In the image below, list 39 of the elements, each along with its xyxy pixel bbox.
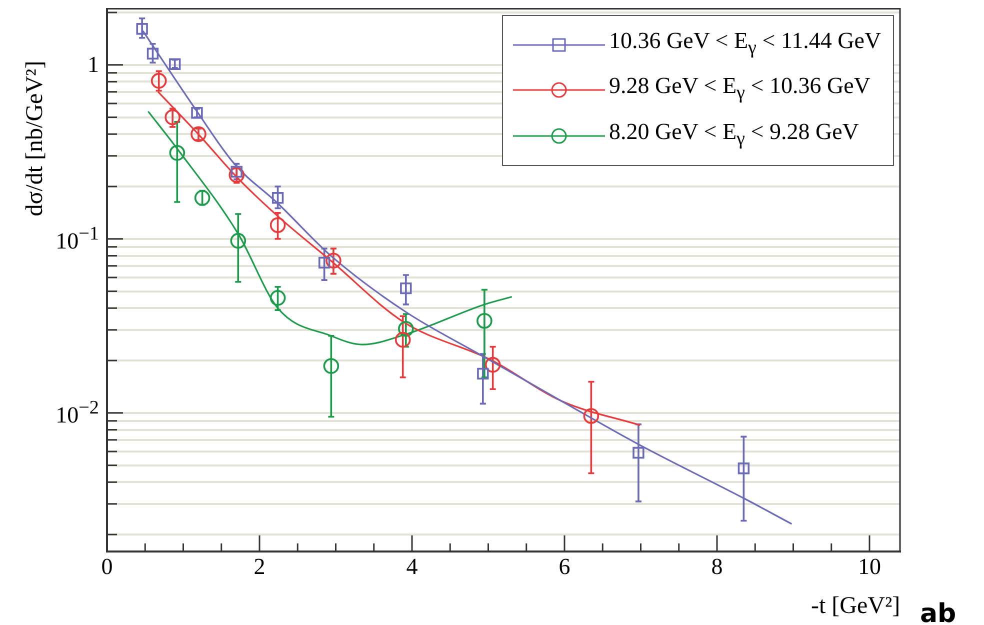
x-tick-label: 4 [406, 554, 418, 580]
y-tick-label: 10$^{−1}$ [56, 224, 99, 254]
point [583, 408, 600, 424]
point [323, 358, 340, 374]
point [146, 48, 159, 60]
point [318, 256, 330, 269]
point [738, 462, 750, 474]
legend-label: 10.36 GeV < E$_{γ}$ < 11.44 GeV [609, 26, 882, 60]
x-tick-label: 8 [711, 554, 723, 580]
point [400, 282, 412, 294]
legend-label: 9.28 GeV < E$_{γ}$ < 10.36 GeV [609, 72, 870, 106]
point [228, 167, 245, 183]
point [398, 320, 414, 337]
x-axis-title: -t [GeV²] [811, 593, 900, 620]
y-tick-label: 1 [88, 52, 99, 78]
point [150, 72, 167, 89]
y-tick-label: 10$^{−2}$ [56, 398, 99, 428]
point [164, 109, 180, 126]
point [394, 332, 411, 348]
point [272, 192, 284, 204]
point [270, 217, 286, 234]
x-tick-label: 0 [101, 554, 113, 580]
point [326, 252, 342, 269]
x-tick-label: 10 [858, 554, 881, 580]
y-axis-title: dσ/dt [nb/GeV²] [22, 61, 50, 217]
point [632, 446, 644, 459]
point [190, 126, 206, 142]
point [476, 312, 492, 329]
legend-label: 8.20 GeV < E$_{γ}$ < 9.28 GeV [609, 118, 859, 152]
point [484, 356, 501, 373]
point [194, 190, 210, 206]
point [169, 144, 186, 161]
point [136, 23, 148, 35]
text: ab [920, 599, 956, 625]
x-tick-label: 2 [254, 554, 266, 580]
point [230, 232, 246, 249]
x-tick-label: 6 [558, 554, 570, 580]
point [477, 368, 489, 380]
point [270, 290, 286, 306]
